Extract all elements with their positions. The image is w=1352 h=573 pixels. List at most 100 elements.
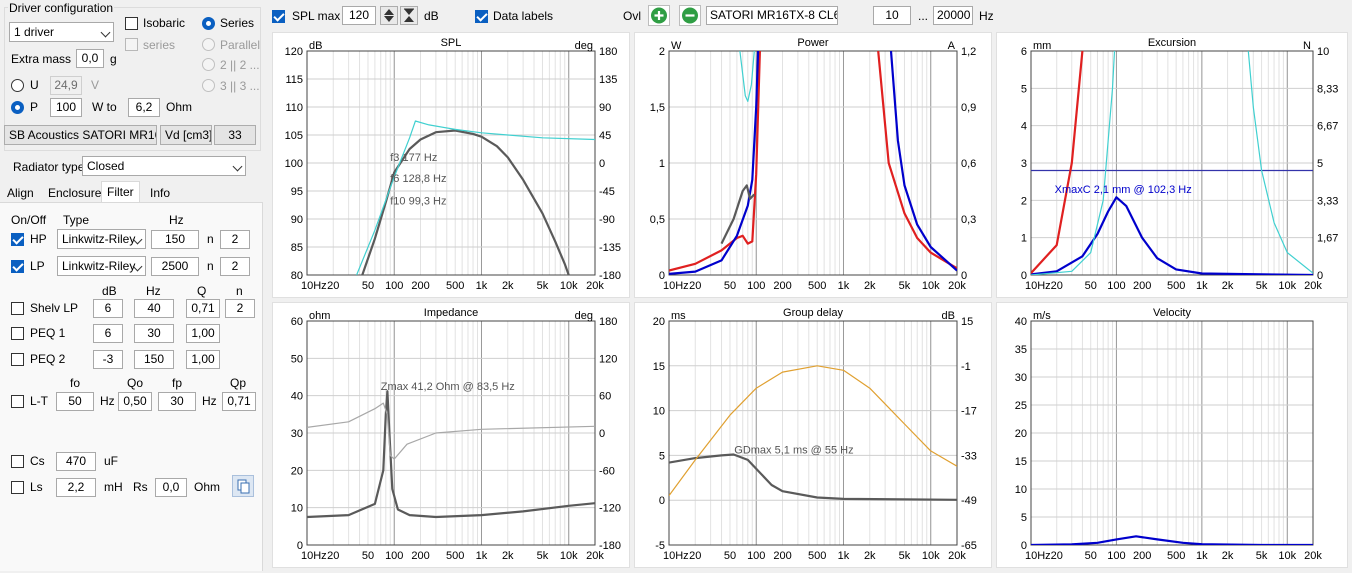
lt-checkbox[interactable] (11, 395, 24, 408)
lt-fo-input[interactable]: 50 (56, 392, 94, 411)
y2-tick-label: 0,3 (961, 214, 976, 226)
copy-button[interactable] (232, 475, 254, 497)
plot-frame (306, 320, 596, 546)
peq1-db-input[interactable]: 6 (93, 324, 123, 343)
x-tick-label: 20 (1051, 280, 1063, 292)
lt-fp-header: fp (172, 376, 183, 390)
y-tick-label: 5 (659, 450, 665, 462)
x-tick-label: 2k (864, 280, 876, 292)
hp-n-input[interactable]: 2 (220, 230, 250, 249)
vd-value: 33 (214, 125, 256, 145)
shelv-q-input[interactable]: 0,71 (186, 299, 220, 318)
spl-chart: 120 115 110 105 100 95 90 85 80 180 135 90 45 0 -45 -90… (285, 37, 621, 292)
y-tick-label: 100 (285, 158, 303, 170)
series-checkbox[interactable] (125, 38, 138, 51)
lp-n-input[interactable]: 2 (220, 257, 250, 276)
excursion-chart-panel: 6 5 4 3 2 1 0 10 8,33 6,67 5 3,33 1,67 0 10Hz 20 50 100 20… (996, 32, 1348, 298)
freq-from-input[interactable]: 10 (873, 6, 911, 25)
u-input[interactable]: 24,9 (50, 76, 82, 95)
lt-qp-input[interactable]: 0,71 (222, 392, 256, 411)
u-radio[interactable] (11, 79, 24, 92)
y-tick-label: 20 (653, 316, 665, 328)
spl-max-input[interactable]: 120 (342, 6, 376, 25)
spl-up-down-button[interactable] (380, 6, 398, 25)
lt-fp-input[interactable]: 30 (158, 392, 196, 411)
y2-tick-label: -180 (599, 540, 621, 552)
shelv-lp-checkbox[interactable] (11, 302, 24, 315)
x-tick-label: 20 (327, 550, 339, 562)
driver-count-select[interactable]: 1 driver (9, 22, 114, 42)
ls-checkbox[interactable] (11, 481, 24, 494)
series-line-red (1031, 51, 1084, 274)
opt-3-3-radio[interactable] (202, 79, 215, 92)
radiator-type-select[interactable]: Closed (82, 156, 246, 176)
hp-hz-input[interactable]: 150 (151, 230, 199, 249)
tab-align[interactable]: Align (7, 186, 34, 200)
y-tick-label: 60 (291, 316, 303, 328)
driver-model-button[interactable]: SB Acoustics SATORI MR16T (4, 125, 157, 145)
overlay-name-input[interactable]: SATORI MR16TX-8 CL6,8 (706, 6, 838, 25)
add-overlay-button[interactable] (648, 5, 670, 26)
ovl-label: Ovl (623, 9, 641, 23)
impedance-chart-panel: 60 50 40 30 20 10 0 180 120 60 0 -60 -120 -180 10Hz 20 5… (272, 302, 630, 568)
lp-type-select[interactable]: Linkwitz-Riley (57, 256, 146, 276)
x-tick-label: 100 (385, 550, 403, 562)
cs-input[interactable]: 470 (56, 452, 96, 471)
y-tick-label: 90 (291, 214, 303, 226)
peq1-q-input[interactable]: 1,00 (186, 324, 220, 343)
lp-hz-input[interactable]: 2500 (151, 257, 199, 276)
data-labels-checkbox[interactable] (475, 10, 488, 23)
y-tick-label: 3 (1021, 158, 1027, 170)
shelv-db-input[interactable]: 6 (93, 299, 123, 318)
y2-tick-label: -17 (961, 406, 977, 418)
freq-to-input[interactable]: 20000 (933, 6, 973, 25)
cs-label: Cs (30, 454, 45, 468)
isobaric-checkbox[interactable] (125, 17, 138, 30)
y2-tick-label: 5 (1317, 158, 1323, 170)
p-input[interactable]: 100 (50, 98, 82, 117)
extra-mass-input[interactable]: 0,0 (76, 49, 104, 68)
rs-label: Rs (133, 480, 148, 494)
p-radio[interactable] (11, 101, 24, 114)
x-tick-label: 50 (724, 550, 736, 562)
spl-max-checkbox[interactable] (272, 10, 285, 23)
lt-qo-input[interactable]: 0,50 (118, 392, 152, 411)
peq2-db-input[interactable]: -3 (93, 350, 123, 369)
peq1-checkbox[interactable] (11, 327, 24, 340)
x-tick-label: 50 (362, 550, 374, 562)
rs-input[interactable]: 0,0 (155, 478, 187, 497)
y2-tick-label: 15 (961, 316, 973, 328)
tab-info[interactable]: Info (150, 186, 171, 200)
peq2-hz-input[interactable]: 150 (134, 350, 174, 369)
series-radio[interactable] (202, 17, 215, 30)
peq2-checkbox[interactable] (11, 353, 24, 366)
y-tick-label: 15 (653, 361, 665, 373)
opt-2-2-radio[interactable] (202, 58, 215, 71)
parallel-radio[interactable] (202, 38, 215, 51)
shelv-n-input[interactable]: 2 (225, 299, 255, 318)
y-tick-label: 5 (1021, 512, 1027, 524)
ls-input[interactable]: 2,2 (56, 478, 96, 497)
peq2-q-input[interactable]: 1,00 (186, 350, 220, 369)
y2-tick-label: 6,67 (1317, 121, 1338, 133)
series-label: Series (220, 16, 255, 30)
hp-checkbox[interactable] (11, 233, 24, 246)
spl-collapse-button[interactable] (400, 6, 418, 25)
remove-overlay-button[interactable] (679, 5, 701, 26)
x-tick-label: 5k (1256, 550, 1268, 562)
shelv-hz-input[interactable]: 40 (134, 299, 174, 318)
lp-checkbox[interactable] (11, 260, 24, 273)
ohm-input[interactable]: 6,2 (128, 98, 160, 117)
u-unit: V (91, 78, 100, 92)
tab-filter[interactable]: Filter (101, 181, 140, 204)
eq-db-header: dB (102, 284, 117, 298)
left-axis-unit: ohm (309, 310, 330, 322)
series-line-level (669, 365, 957, 497)
tab-enclosure[interactable]: Enclosure (48, 186, 102, 200)
y2-tick-label: 45 (599, 130, 611, 142)
peq1-hz-input[interactable]: 30 (134, 324, 174, 343)
x-tick-label: 20k (586, 280, 604, 292)
y2-tick-label: 0,6 (961, 158, 976, 170)
hp-type-select[interactable]: Linkwitz-Riley (57, 229, 146, 249)
cs-checkbox[interactable] (11, 455, 24, 468)
